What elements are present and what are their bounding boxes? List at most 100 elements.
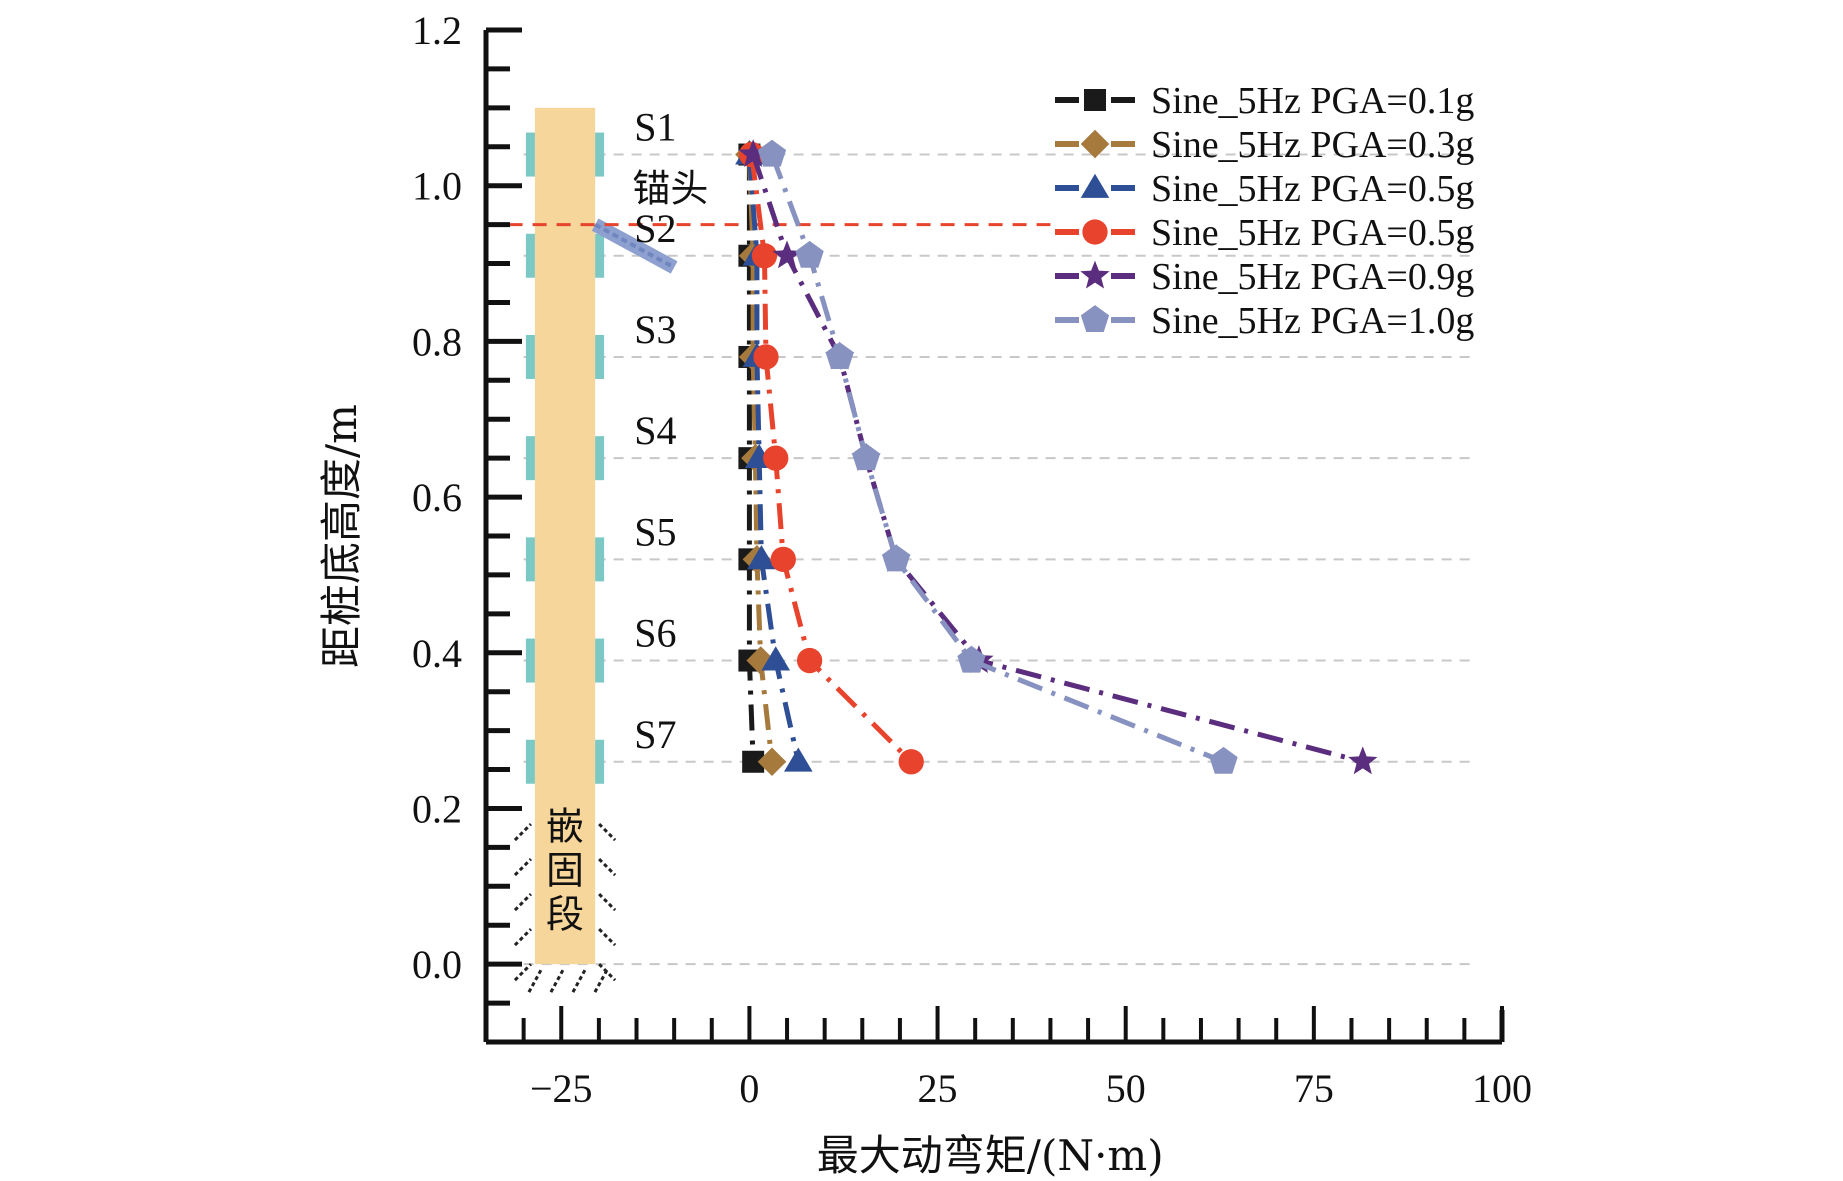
legend-label: Sine_5Hz PGA=1.0g — [1151, 300, 1474, 342]
circle-marker — [763, 445, 789, 471]
pentagon-marker — [795, 240, 824, 268]
strain-gauge-left — [525, 638, 535, 683]
strain-gauge-left — [525, 436, 535, 481]
triangle-marker — [761, 646, 791, 671]
y-tick-label: 0.4 — [412, 631, 462, 676]
sensor-label: S3 — [634, 307, 676, 352]
strain-gauge-right — [595, 334, 605, 379]
anchor-rod-core — [594, 222, 676, 270]
sensor-label: S6 — [634, 611, 676, 656]
pentagon-marker — [1209, 746, 1238, 774]
circle-marker — [751, 243, 778, 269]
pentagon-marker — [825, 342, 854, 369]
square-marker — [742, 750, 765, 773]
hatch-bottom — [549, 969, 565, 993]
embedded-segment-label: 段 — [546, 893, 584, 937]
hatch-left — [513, 893, 532, 912]
square-marker — [1084, 89, 1106, 111]
legend-item: Sine_5Hz PGA=0.5g — [1055, 168, 1474, 210]
x-tick-label: 75 — [1294, 1066, 1334, 1111]
diamond-marker — [757, 747, 787, 777]
sensor-label: S5 — [634, 509, 676, 554]
legend-label: Sine_5Hz PGA=0.5g — [1151, 168, 1474, 210]
strain-gauge-right — [595, 132, 605, 177]
pentagon-marker — [1080, 305, 1110, 333]
y-tick-label: 0.2 — [412, 786, 462, 831]
sensor-label: S4 — [634, 408, 676, 453]
triangle-marker — [1080, 173, 1110, 198]
hatch-right — [598, 963, 617, 982]
hatch-right — [598, 858, 617, 877]
y-tick-label: 1.2 — [412, 8, 462, 53]
sensor-label: S2 — [634, 206, 676, 251]
strain-gauge-right — [595, 233, 605, 278]
y-tick-label: 0.6 — [412, 475, 462, 520]
strain-gauge-left — [525, 233, 535, 278]
hatch-right — [598, 893, 617, 912]
pentagon-marker — [882, 544, 911, 572]
embedded-segment-label: 固 — [546, 849, 584, 893]
circle-marker — [770, 546, 796, 573]
legend-item: Sine_5Hz PGA=0.1g — [1055, 80, 1474, 122]
circle-marker — [898, 749, 924, 775]
star-marker — [772, 240, 802, 269]
strain-gauge-right — [595, 436, 605, 481]
strain-gauge-left — [525, 537, 535, 582]
series-layer — [735, 139, 1378, 777]
y-tick-label: 1.0 — [412, 164, 462, 209]
y-axis-title: 距桩底高度/m — [317, 404, 366, 668]
hatch-bottom — [593, 969, 609, 993]
pentagon-marker — [757, 139, 787, 167]
hatch-right — [598, 928, 617, 947]
star-marker — [1348, 746, 1378, 775]
strain-gauge-right — [595, 739, 605, 784]
y-tick-label: 0.8 — [412, 319, 462, 364]
legend-item: Sine_5Hz PGA=0.9g — [1055, 256, 1474, 298]
triangle-marker — [747, 545, 776, 570]
embedded-segment-label: 嵌 — [546, 805, 584, 849]
x-tick-label: 100 — [1472, 1066, 1532, 1111]
hatch-left — [513, 963, 532, 982]
legend-item: Sine_5Hz PGA=0.5g — [1055, 212, 1474, 254]
series-5 — [757, 139, 1238, 774]
star-marker — [1080, 260, 1110, 289]
legend-item: Sine_5Hz PGA=0.3g — [1055, 124, 1474, 166]
strain-gauge-left — [525, 739, 535, 784]
sensor-label: S1 — [634, 105, 676, 150]
legend-label: Sine_5Hz PGA=0.5g — [1151, 212, 1474, 254]
diamond-marker — [746, 646, 775, 675]
x-tick-label: −25 — [530, 1066, 593, 1111]
legend-label: Sine_5Hz PGA=0.9g — [1151, 256, 1474, 298]
hatch-right — [598, 822, 617, 842]
star-marker — [738, 139, 768, 168]
triangle-marker — [784, 747, 813, 772]
legend-item: Sine_5Hz PGA=1.0g — [1055, 300, 1474, 342]
x-tick-label: 25 — [918, 1066, 958, 1111]
hatch-bottom — [571, 969, 587, 993]
x-tick-label: 0 — [739, 1066, 759, 1111]
pentagon-marker — [851, 443, 881, 471]
y-tick-label: 0.0 — [412, 942, 462, 987]
hatch-left — [513, 822, 532, 842]
circle-marker — [796, 647, 823, 674]
axes: 0.0 0.2 0.4 0.6 0.8 1.0 1.2 −25 0 25 50 75 100 — [412, 8, 1532, 1111]
pile-diagram: 嵌固段 锚头 S1 S2 S3 S4 S5 S6 S7 — [508, 105, 1051, 993]
strain-gauge-right — [595, 638, 605, 683]
diamond-marker — [1080, 129, 1110, 159]
pile-body — [534, 107, 596, 965]
hatch-left — [513, 928, 532, 947]
anchor-head-label: 锚头 — [632, 166, 708, 210]
strain-gauge-right — [595, 537, 605, 582]
strain-gauge-left — [525, 132, 535, 177]
sensor-label: S7 — [634, 712, 676, 757]
x-axis-title: 最大动弯矩/(N·m) — [817, 1131, 1164, 1180]
grid-lines — [523, 153, 1472, 966]
x-tick-label: 50 — [1106, 1066, 1146, 1111]
strain-gauge-left — [525, 334, 535, 379]
hatch-bottom — [527, 969, 543, 993]
pentagon-marker — [957, 645, 986, 673]
hatch-left — [513, 858, 532, 877]
circle-marker — [753, 344, 779, 370]
